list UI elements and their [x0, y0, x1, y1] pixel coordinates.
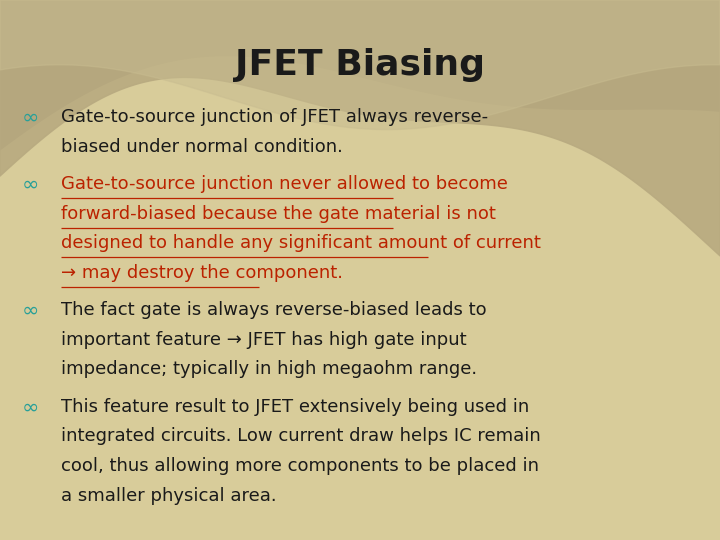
- Text: important feature → JFET has high gate input: important feature → JFET has high gate i…: [61, 331, 467, 349]
- Text: ∞: ∞: [22, 175, 39, 195]
- Text: → may destroy the component.: → may destroy the component.: [61, 264, 343, 282]
- Text: cool, thus allowing more components to be placed in: cool, thus allowing more components to b…: [61, 457, 539, 475]
- Text: Gate-to-source junction never allowed to become: Gate-to-source junction never allowed to…: [61, 175, 508, 193]
- Text: designed to handle any significant amount of current: designed to handle any significant amoun…: [61, 234, 541, 252]
- Text: ∞: ∞: [22, 108, 39, 128]
- Text: JFET Biasing: JFET Biasing: [235, 48, 485, 82]
- Text: biased under normal condition.: biased under normal condition.: [61, 138, 343, 156]
- Text: a smaller physical area.: a smaller physical area.: [61, 487, 276, 505]
- Text: forward-biased because the gate material is not: forward-biased because the gate material…: [61, 205, 496, 222]
- Text: integrated circuits. Low current draw helps IC remain: integrated circuits. Low current draw he…: [61, 427, 541, 446]
- Text: The fact gate is always reverse-biased leads to: The fact gate is always reverse-biased l…: [61, 301, 487, 319]
- Text: ∞: ∞: [22, 301, 39, 321]
- Text: This feature result to JFET extensively being used in: This feature result to JFET extensively …: [61, 397, 529, 416]
- Text: Gate-to-source junction of JFET always reverse-: Gate-to-source junction of JFET always r…: [61, 108, 488, 126]
- Text: ∞: ∞: [22, 397, 39, 417]
- Text: impedance; typically in high megaohm range.: impedance; typically in high megaohm ran…: [61, 361, 477, 379]
